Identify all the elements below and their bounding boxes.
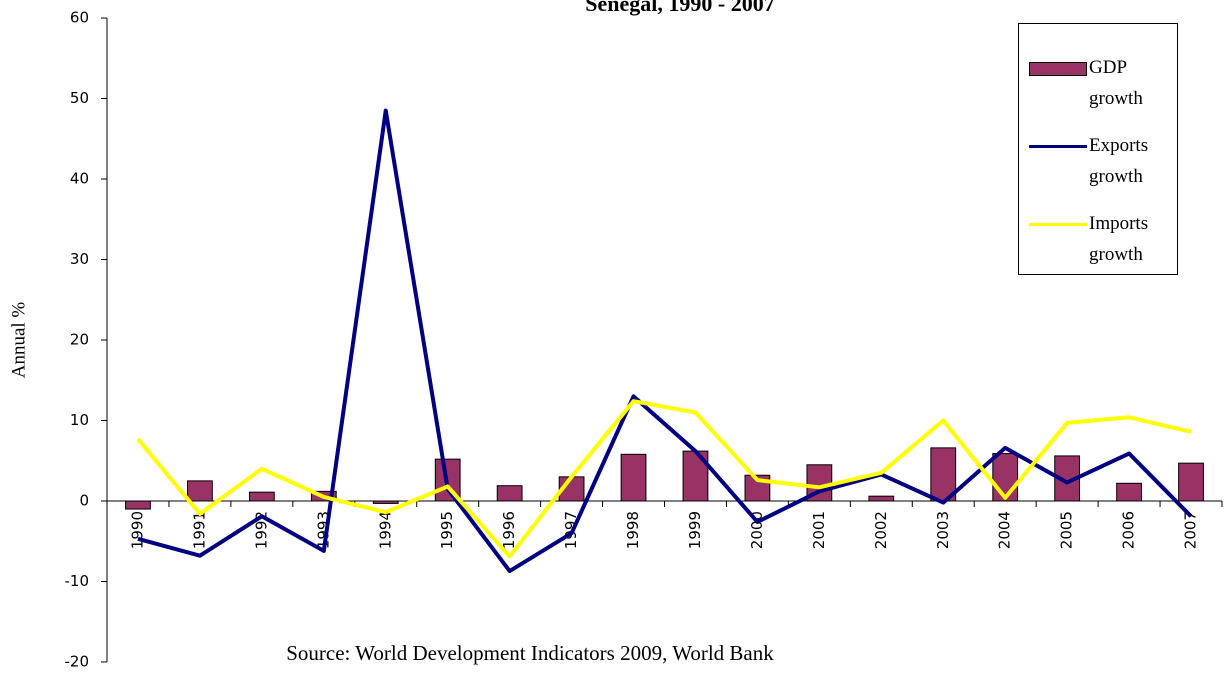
line-series xyxy=(137,108,1193,574)
legend-swatch xyxy=(1029,223,1087,226)
bar xyxy=(992,453,1019,502)
x-tick-label: 2005 xyxy=(1058,511,1076,549)
x-tick-label: 2002 xyxy=(872,511,890,549)
y-tick-label: 40 xyxy=(70,170,89,188)
x-tick-label: 2004 xyxy=(996,511,1014,549)
source-note: Source: World Development Indicators 200… xyxy=(286,641,774,665)
y-tick-label: 30 xyxy=(70,250,89,268)
y-tick-label: 20 xyxy=(70,331,89,349)
legend-swatch xyxy=(1029,62,1087,76)
x-tick-label: 1990 xyxy=(128,511,146,549)
x-tick-label: 1995 xyxy=(438,511,456,549)
bar xyxy=(248,491,275,502)
bar xyxy=(620,453,647,502)
legend-label: Exports growth xyxy=(1089,135,1149,187)
legend-label: Imports growth xyxy=(1089,213,1149,265)
bar xyxy=(1178,462,1204,502)
y-axis-label: Annual % xyxy=(8,302,29,379)
x-tick-label: 2003 xyxy=(934,511,952,549)
bar xyxy=(868,495,895,502)
x-tick-label: 2007 xyxy=(1182,511,1200,549)
x-tick-label: 2001 xyxy=(810,511,828,549)
bar xyxy=(1116,482,1142,502)
line-series xyxy=(136,399,1192,559)
y-tick-label: 60 xyxy=(70,9,89,27)
x-tick-label: 1996 xyxy=(500,511,518,549)
y-tick-label: 0 xyxy=(79,492,89,510)
bar xyxy=(125,500,151,510)
x-tick-label: 1991 xyxy=(190,511,208,549)
x-tick-label: 1998 xyxy=(624,511,642,549)
x-tick-label: 1994 xyxy=(376,511,394,549)
bar xyxy=(496,485,523,502)
legend-label: GDP growth xyxy=(1089,57,1143,109)
y-tick-label: -20 xyxy=(65,653,90,671)
y-tick-label: 50 xyxy=(70,89,89,107)
legend: GDP growth Exports growth Imports growth xyxy=(1018,23,1178,275)
x-tick-label: 2006 xyxy=(1120,511,1138,549)
y-tick-label: 10 xyxy=(70,411,89,429)
legend-swatch xyxy=(1029,145,1087,148)
chart-title: Senegal, 1990 - 2007 xyxy=(585,0,774,16)
y-tick-label: -10 xyxy=(65,572,90,590)
x-tick-label: 1999 xyxy=(686,511,704,549)
bar xyxy=(187,480,213,502)
